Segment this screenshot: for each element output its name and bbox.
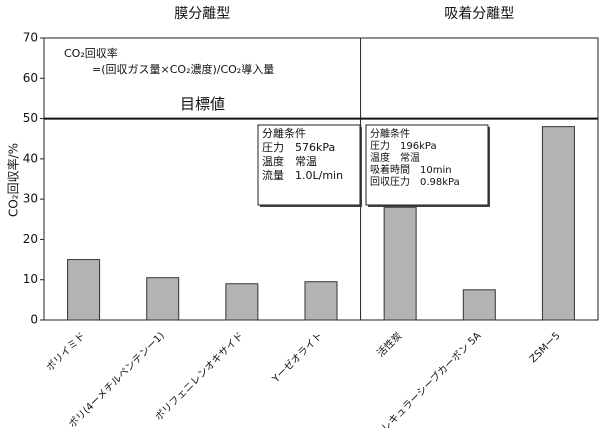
condition-text: 吸着時間 10min: [370, 163, 452, 176]
y-tick-label: 60: [23, 71, 38, 85]
group-label: 膜分離型: [174, 5, 230, 22]
condition-text: 温度 常温: [370, 151, 420, 164]
condition-text: 回収圧力 0.98kPa: [370, 175, 460, 188]
y-tick-label: 0: [30, 313, 38, 327]
condition-text: 分離条件: [370, 127, 410, 140]
bar: [146, 277, 180, 321]
bar: [383, 206, 417, 321]
bar: [304, 281, 338, 321]
formula-line: CO₂回収率: [64, 46, 118, 60]
bar: [67, 259, 101, 321]
x-tick-label: ポリフェニレンオキサイド: [153, 330, 246, 423]
y-tick-label: 70: [23, 31, 38, 45]
y-tick-label: 30: [23, 192, 38, 206]
x-tick-label: 活性炭: [374, 329, 404, 359]
condition-text: 圧力 576kPa: [262, 141, 335, 154]
condition-text: 圧力 196kPa: [370, 139, 437, 152]
group-label: 吸着分離型: [444, 5, 514, 22]
formula-line: =(回収ガス量×CO₂濃度)/CO₂導入量: [92, 62, 274, 76]
bar: [462, 289, 496, 321]
y-axis-label: CO₂回収率/%: [6, 143, 21, 217]
condition-text: 温度 常温: [262, 154, 317, 168]
x-tick-label: Yーゼオライト: [269, 330, 325, 386]
condition-box: [365, 124, 489, 206]
y-tick-label: 50: [23, 111, 38, 125]
y-tick-label: 20: [23, 232, 38, 246]
condition-text: 流量 1.0L/min: [262, 168, 343, 182]
bar: [541, 126, 575, 321]
bar: [225, 283, 259, 321]
x-tick-label: ZSMー5: [528, 330, 563, 365]
y-tick-label: 40: [23, 151, 38, 165]
condition-text: 分離条件: [262, 126, 306, 140]
x-tick-label: ポリイミド: [44, 330, 88, 374]
condition-box: [257, 124, 361, 206]
target-label: 目標値: [180, 95, 225, 113]
y-tick-label: 10: [23, 272, 38, 286]
